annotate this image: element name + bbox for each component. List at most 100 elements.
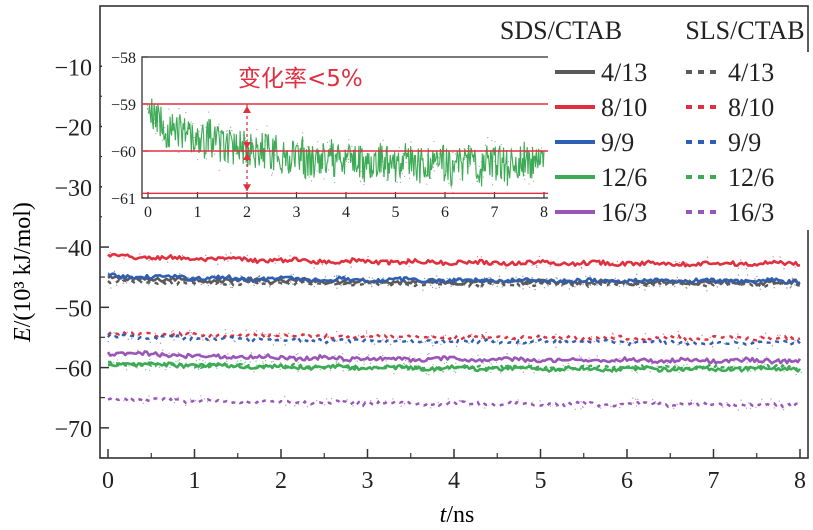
series-point (430, 335, 433, 337)
inset-point (246, 138, 248, 140)
series-point (539, 400, 541, 402)
inset-point (230, 126, 232, 128)
series-point (535, 265, 538, 267)
series-point (645, 367, 648, 369)
series-point (595, 281, 597, 283)
series-point (223, 259, 226, 262)
series-line (107, 330, 801, 342)
series-point (381, 354, 384, 357)
inset-x-tick-label: 5 (392, 204, 400, 221)
inset-point (524, 178, 526, 180)
series-point (179, 255, 181, 258)
series-point (138, 362, 140, 364)
series-point (546, 283, 549, 286)
inset-plot: −58 −59 −60 −61 0 1 2 3 4 5 6 7 8 变化率<5% (102, 49, 556, 232)
series-point (619, 343, 621, 345)
series-point (568, 288, 571, 290)
series-point (515, 276, 517, 278)
series-point (324, 284, 326, 286)
series-point (115, 284, 118, 286)
series-point (541, 260, 544, 262)
series-point (557, 263, 560, 265)
series-point (173, 401, 176, 404)
series-point (625, 282, 628, 284)
inset-point (382, 139, 384, 141)
series-point (447, 369, 450, 371)
inset-point (404, 175, 406, 178)
series-point (785, 338, 787, 341)
series-point (303, 278, 306, 281)
series-point (612, 333, 614, 335)
inset-point (402, 152, 404, 154)
series-point (354, 283, 357, 285)
inset-point (454, 153, 456, 155)
series-point (230, 252, 232, 254)
series-point (627, 283, 629, 285)
inset-point (524, 174, 526, 176)
series-point (227, 260, 229, 262)
series-point (659, 401, 661, 403)
series-point (156, 354, 158, 357)
inset-point (302, 132, 304, 134)
series-line (106, 350, 802, 365)
inset-point (271, 174, 273, 176)
series-point (661, 263, 663, 266)
series-point (255, 360, 257, 362)
series-point (323, 282, 326, 284)
x-tick-label: 7 (708, 468, 720, 494)
inset-point (197, 159, 199, 161)
series-point (790, 369, 792, 372)
series-point (382, 277, 385, 279)
inset-point (476, 181, 478, 183)
series-point (110, 287, 112, 289)
series-point (254, 257, 256, 259)
series-point (253, 332, 255, 334)
legend-label-sls-ctab: 4/13 (728, 58, 774, 87)
series-point (283, 395, 286, 398)
series-point (750, 370, 752, 372)
series-point (332, 340, 335, 342)
series-point (427, 336, 430, 338)
series-point (586, 264, 588, 267)
series-point (429, 407, 432, 409)
series-point (220, 275, 222, 278)
series-point (336, 287, 338, 289)
series-point (384, 401, 387, 403)
series-point (292, 273, 295, 276)
series-point (300, 280, 302, 283)
inset-point (146, 107, 148, 109)
series-point (764, 332, 767, 334)
series-point (315, 365, 318, 367)
series-line (107, 332, 801, 347)
series-point (722, 406, 724, 408)
series-point (398, 283, 400, 285)
series-point (609, 284, 611, 287)
series-point (477, 354, 479, 357)
series-point (212, 335, 214, 337)
series-point (424, 341, 427, 343)
inset-point (164, 127, 166, 129)
series-point (764, 363, 766, 365)
series-point (703, 282, 705, 285)
series-point (736, 342, 738, 344)
inset-point (432, 166, 435, 168)
series-point (202, 360, 204, 362)
series-point (517, 281, 520, 284)
series-point (487, 277, 489, 279)
series-point (311, 279, 313, 282)
series-point (250, 352, 253, 354)
series-point (237, 360, 239, 362)
series-point (768, 281, 770, 284)
series-point (278, 255, 280, 257)
series-point (690, 265, 692, 267)
series-point (406, 340, 409, 343)
legend-header-sds-ctab: SDS/CTAB (500, 16, 622, 45)
series-point (795, 373, 797, 376)
series-point (476, 256, 479, 258)
inset-point (500, 143, 502, 146)
series-point (528, 286, 531, 289)
series-point (593, 340, 595, 343)
series-point (561, 285, 563, 287)
series-point (781, 362, 783, 364)
series-point (779, 334, 781, 336)
